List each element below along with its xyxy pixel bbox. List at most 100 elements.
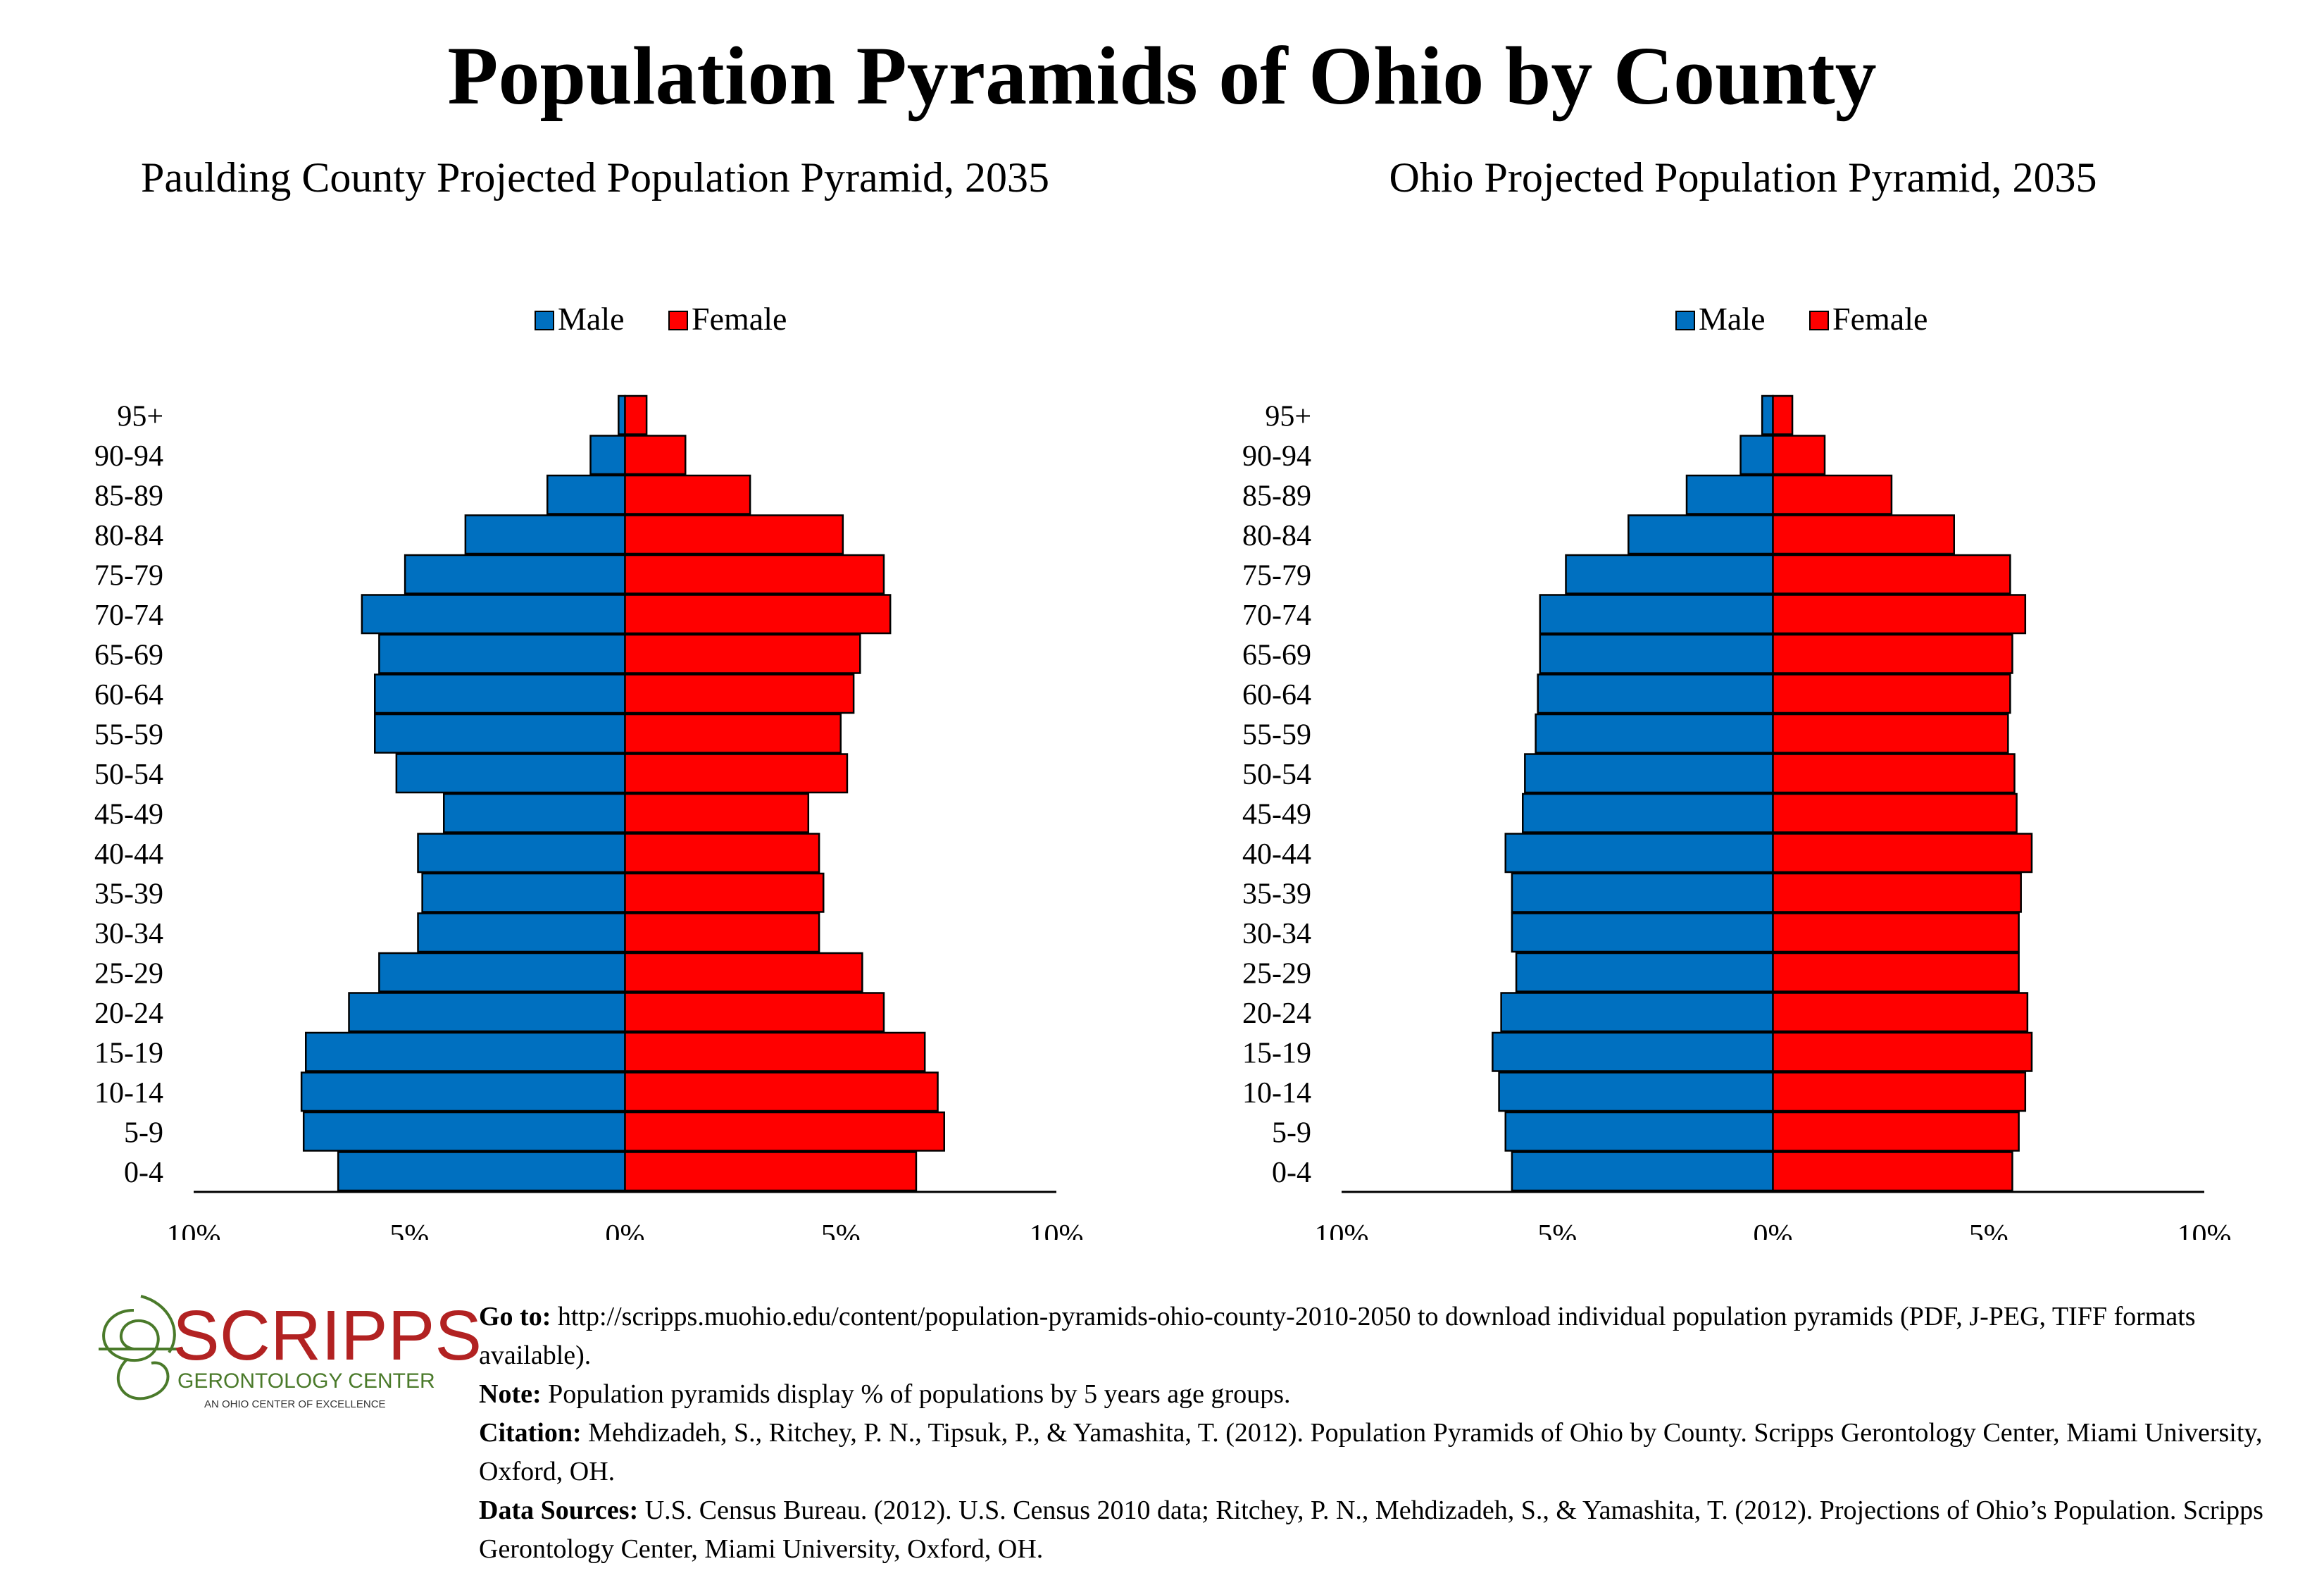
female-bar [1772,435,1826,476]
citation-label: Citation: [479,1418,582,1448]
goto-line: Go to: http://scripps.muohio.edu/content… [479,1298,2310,1375]
citation-text: Mehdizadeh, S., Ritchey, P. N., Tipsuk, … [479,1418,2263,1486]
male-bar [361,594,626,635]
x-tick-label: 5% [1537,1219,1577,1240]
female-bar [1772,1111,2020,1152]
legend-label-female: Female [692,301,787,337]
footer: SCRIPPS GERONTOLOGY CENTER AN OHIO CENTE… [0,1282,2324,1585]
male-bar [421,872,626,913]
male-bar [1539,594,1774,635]
female-bar [624,952,863,993]
age-label: 40-44 [94,838,163,871]
male-bar [1498,1071,1774,1112]
age-label: 80-84 [94,520,163,552]
x-tick-label: 5% [821,1219,861,1240]
male-bar [337,1151,626,1192]
male-bar [300,1071,626,1112]
x-tick-label: 10% [2178,1219,2232,1240]
age-label: 10-14 [1242,1077,1311,1110]
female-bar [1772,992,2029,1033]
male-bar [378,952,626,993]
male-bar [1537,673,1774,714]
male-bar [1515,952,1774,993]
age-label: 5-9 [1272,1117,1311,1149]
age-label: 30-34 [94,918,163,950]
legend: Male Female [535,301,787,337]
sources-line: Data Sources: U.S. Census Bureau. (2012)… [479,1491,2310,1569]
age-label: 20-24 [94,997,163,1030]
legend-label-male: Male [1699,301,1766,337]
age-label: 0-4 [1272,1157,1311,1189]
age-label: 35-39 [1242,878,1311,910]
male-bar [1504,833,1774,874]
male-bar [374,673,626,714]
age-label: 45-49 [1242,798,1311,831]
female-bar [624,792,810,833]
citation-line: Citation: Mehdizadeh, S., Ritchey, P. N.… [479,1414,2310,1491]
x-tick-label: 5% [389,1219,429,1240]
female-bar [624,1071,939,1112]
pyramid-svg: Ohio Projected Population Pyramid, 2035 M… [1242,154,2232,1240]
x-tick-label: 10% [167,1219,221,1240]
male-bar [1739,435,1774,476]
page-title: Population Pyramids of Ohio by County [447,30,1877,122]
male-bar [1492,1031,1774,1072]
male-bar [417,912,626,953]
male-bar [1511,912,1774,953]
female-bar [1772,872,2022,913]
logo-line1: GERONTOLOGY CENTER [177,1369,435,1393]
x-tick-label: 10% [1315,1219,1369,1240]
female-bar [1772,1031,2033,1072]
female-bar [1772,673,2011,714]
male-bar [464,514,626,555]
goto-text: http://scripps.muohio.edu/content/popula… [479,1302,2196,1370]
male-bar [1761,394,1774,435]
logo-name: SCRIPPS [173,1296,479,1375]
age-label: 30-34 [1242,918,1311,950]
female-bar [1772,594,2027,635]
note-label: Note: [479,1379,542,1409]
note-text: Population pyramids display % of populat… [548,1379,1291,1409]
male-bar [1685,474,1774,515]
legend: Male Female [1675,301,1928,337]
male-bar [1539,633,1774,674]
age-label: 15-19 [1242,1037,1311,1069]
legend-swatch-male [535,311,554,330]
female-bar [1772,554,2011,595]
age-label: 45-49 [94,798,163,831]
age-label: 40-44 [1242,838,1311,871]
age-label: 65-69 [94,639,163,671]
male-bar [1524,753,1774,794]
age-label: 65-69 [1242,639,1311,671]
male-bar [1511,1151,1774,1192]
pyramid-svg: Paulding County Projected Population Pyr… [94,154,1084,1240]
age-label: 25-29 [1242,957,1311,990]
male-bar [417,833,626,874]
age-label: 75-79 [1242,559,1311,592]
footer-notes: Go to: http://scripps.muohio.edu/content… [479,1298,2310,1569]
age-label: 50-54 [94,759,163,791]
age-label: 55-59 [1242,719,1311,751]
age-label: 60-64 [1242,679,1311,711]
age-label: 95+ [117,400,163,433]
age-label: 10-14 [94,1077,163,1110]
male-bar [305,1031,626,1072]
female-bar [1772,912,2020,953]
x-tick-label: 5% [1969,1219,2008,1240]
age-label: 55-59 [94,719,163,751]
age-label: 60-64 [94,679,163,711]
male-bar [395,753,626,794]
female-bar [624,992,885,1033]
age-label: 50-54 [1242,759,1311,791]
female-bar [1772,394,1794,435]
age-label: 85-89 [1242,480,1311,512]
female-bar [1772,952,2020,993]
female-bar [624,1151,918,1192]
male-bar [302,1111,626,1152]
x-tick-label: 10% [1030,1219,1084,1240]
male-bar [589,435,626,476]
female-bar [624,1111,945,1152]
age-label: 90-94 [1242,440,1311,473]
female-bar [624,673,855,714]
female-bar [624,633,861,674]
